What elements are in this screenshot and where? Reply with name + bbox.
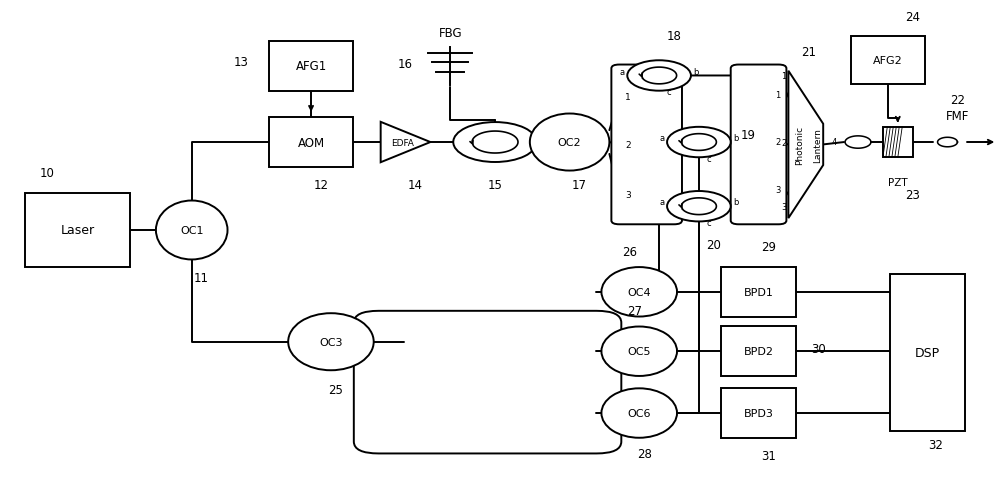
FancyBboxPatch shape: [611, 65, 682, 225]
Ellipse shape: [601, 388, 677, 438]
Bar: [883, 127, 913, 158]
Text: BPD3: BPD3: [744, 408, 773, 418]
Text: 3: 3: [775, 186, 780, 194]
Text: 30: 30: [811, 343, 826, 356]
FancyBboxPatch shape: [731, 65, 786, 225]
Text: b: b: [733, 198, 738, 207]
Text: OC6: OC6: [627, 408, 651, 418]
Text: 14: 14: [408, 179, 423, 192]
Text: OC2: OC2: [558, 138, 581, 148]
Text: 31: 31: [761, 449, 776, 462]
Text: a: a: [660, 198, 665, 207]
Polygon shape: [381, 122, 430, 163]
Text: 21: 21: [801, 46, 816, 59]
Text: 23: 23: [905, 189, 920, 202]
Text: 27: 27: [627, 305, 642, 318]
Text: 1: 1: [781, 72, 787, 81]
Text: 3: 3: [781, 202, 787, 211]
Text: OC3: OC3: [319, 337, 343, 347]
Text: Laser: Laser: [60, 224, 94, 237]
Text: 1: 1: [625, 93, 631, 102]
Text: OC1: OC1: [180, 226, 203, 236]
Text: 4: 4: [831, 138, 836, 147]
Ellipse shape: [530, 114, 609, 171]
Circle shape: [667, 192, 731, 222]
Text: a: a: [620, 67, 625, 76]
Text: 29: 29: [761, 240, 776, 253]
Text: 2: 2: [781, 138, 787, 147]
Circle shape: [667, 128, 731, 158]
Text: FBG: FBG: [438, 27, 462, 40]
Text: PZT: PZT: [888, 178, 908, 188]
Bar: [721, 326, 796, 376]
Text: 16: 16: [398, 58, 413, 71]
Text: 26: 26: [622, 245, 637, 258]
Text: c: c: [707, 155, 711, 164]
Ellipse shape: [288, 313, 374, 371]
Text: 22: 22: [950, 94, 965, 107]
Text: 1: 1: [775, 91, 780, 100]
Bar: [25, 194, 130, 267]
Text: 25: 25: [328, 383, 343, 396]
Text: 11: 11: [194, 272, 209, 285]
Text: 2: 2: [775, 138, 780, 147]
Text: OC4: OC4: [627, 287, 651, 297]
Text: 28: 28: [637, 447, 652, 460]
Text: Photonic: Photonic: [795, 126, 804, 165]
Text: AOM: AOM: [297, 136, 325, 149]
Circle shape: [453, 123, 537, 163]
Text: EDFA: EDFA: [391, 138, 414, 147]
Bar: [721, 388, 796, 438]
Text: BPD1: BPD1: [744, 287, 773, 297]
Text: AFG1: AFG1: [295, 60, 327, 73]
Bar: [721, 267, 796, 317]
Text: 12: 12: [314, 179, 328, 192]
Bar: [890, 274, 965, 431]
Bar: [851, 37, 925, 84]
Text: 18: 18: [667, 29, 681, 42]
Text: 10: 10: [40, 167, 55, 180]
Text: 32: 32: [928, 438, 943, 452]
Ellipse shape: [601, 267, 677, 317]
Text: FMF: FMF: [946, 110, 969, 123]
Text: 17: 17: [572, 179, 587, 192]
Text: c: c: [707, 219, 711, 228]
Text: c: c: [667, 88, 671, 97]
Text: 2: 2: [625, 141, 631, 150]
Text: 13: 13: [234, 56, 249, 69]
Text: 3: 3: [625, 191, 631, 199]
Bar: [269, 42, 353, 92]
Text: b: b: [693, 67, 699, 76]
Text: a: a: [660, 134, 665, 143]
Text: AFG2: AFG2: [873, 56, 903, 66]
Text: Lantern: Lantern: [813, 128, 822, 163]
Circle shape: [627, 61, 691, 92]
Bar: [269, 118, 353, 168]
Ellipse shape: [601, 327, 677, 376]
Text: OC5: OC5: [627, 347, 651, 357]
Text: 15: 15: [488, 179, 502, 192]
Polygon shape: [788, 72, 823, 219]
Text: 24: 24: [905, 12, 920, 24]
Text: 20: 20: [706, 238, 721, 251]
Ellipse shape: [156, 201, 228, 260]
Text: 19: 19: [741, 129, 756, 142]
Text: DSP: DSP: [915, 346, 940, 359]
Text: b: b: [733, 134, 738, 143]
Text: BPD2: BPD2: [744, 347, 774, 357]
